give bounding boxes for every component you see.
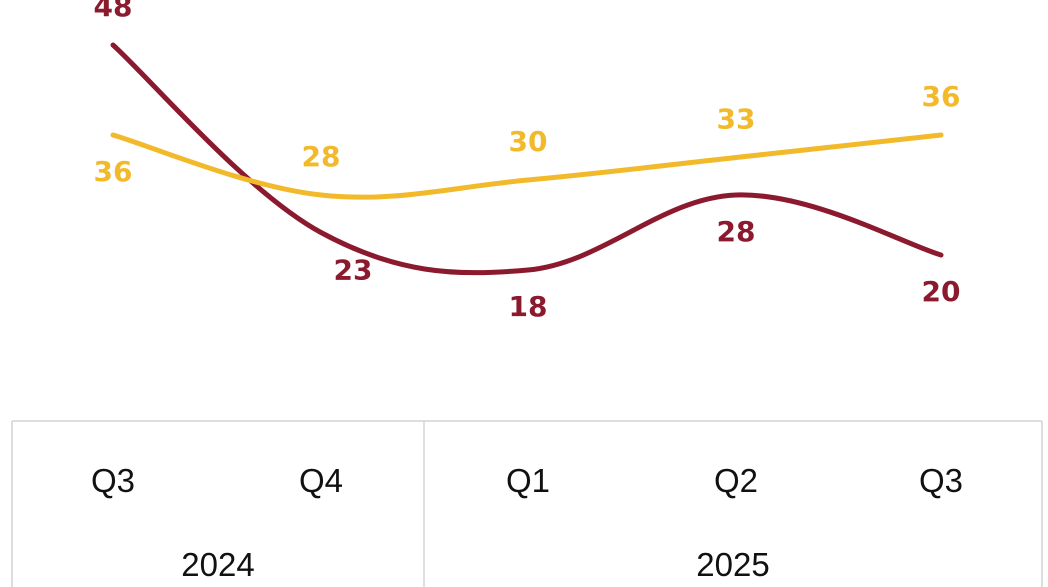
data-label: 28 xyxy=(302,140,341,173)
data-label: 30 xyxy=(509,125,548,158)
x-tick-label: Q3 xyxy=(919,462,963,499)
x-tick-label: Q3 xyxy=(91,462,135,499)
data-label-layer: 48 23 18 28 20 36 28 30 33 36 xyxy=(94,0,961,323)
data-label: 48 xyxy=(94,0,133,23)
x-group-label: 2025 xyxy=(696,546,769,583)
data-label: 23 xyxy=(334,254,373,287)
data-label: 33 xyxy=(717,103,756,136)
x-tick-label: Q2 xyxy=(714,462,758,499)
x-tick-label: Q1 xyxy=(506,462,550,499)
series-line-1 xyxy=(110,132,944,200)
x-tick-label: Q4 xyxy=(299,462,343,499)
x-tick-label-layer: Q3 Q4 Q1 Q2 Q3 xyxy=(91,462,963,499)
series-layer xyxy=(110,42,944,276)
x-group-label-layer: 2024 2025 xyxy=(181,546,769,583)
data-label: 28 xyxy=(717,215,756,248)
category-axis-table xyxy=(11,420,1043,587)
data-label: 36 xyxy=(94,155,133,188)
data-label: 18 xyxy=(509,290,548,323)
series-line-0 xyxy=(110,42,944,276)
data-label: 36 xyxy=(922,80,961,113)
data-label: 20 xyxy=(922,275,961,308)
x-group-label: 2024 xyxy=(181,546,254,583)
